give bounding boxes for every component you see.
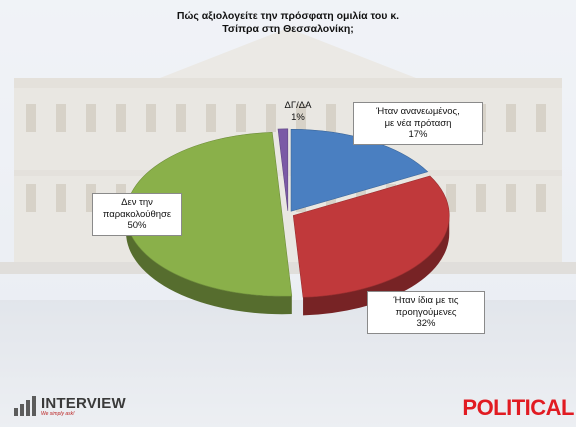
pie-slice-side-not-watched (126, 214, 292, 315)
slice-label-dk-na-value: 1% (291, 111, 305, 123)
slice-label-renewed-value: 17% (408, 129, 428, 140)
chart-title-line-2: Τσίπρα στη Θεσσαλονίκη; (222, 23, 354, 35)
chart-title: Πώς αξιολογείτε την πρόσφατη ομιλία του … (0, 10, 576, 36)
slice-label-same: Ήταν ίδια με τις προηγούμενες 32% (367, 291, 485, 334)
slice-label-same-line-2: προηγούμενες (395, 306, 457, 318)
interview-bars-icon (14, 396, 36, 416)
pie-slice-dk-na (277, 128, 289, 211)
slice-label-dk-na-line-1: ΔΓ/ΔΑ (284, 100, 312, 111)
slice-label-same-line-1: Ήταν ίδια με τις (393, 295, 459, 306)
slice-label-not-watched: Δεν την παρακολούθησε 50% (92, 193, 182, 236)
political-logo: POLITICAL (462, 395, 574, 420)
interview-logo-tagline: We simply ask! (41, 410, 75, 417)
slice-label-renewed-line-1: Ήταν ανανεωμένος, (376, 106, 460, 117)
slice-label-not-watched-line-2: παρακολούθησε (102, 208, 172, 220)
slice-label-renewed: Ήταν ανανεωμένος, με νέα πρόταση 17% (353, 102, 483, 145)
interview-logo: INTERVIEW We simply ask! (14, 393, 126, 419)
slice-label-same-value: 32% (416, 318, 436, 329)
slice-label-not-watched-line-1: Δεν την (121, 197, 153, 208)
chart-title-line-1: Πώς αξιολογείτε την πρόσφατη ομιλία του … (176, 10, 400, 22)
slice-label-renewed-line-2: με νέα πρόταση (384, 117, 452, 129)
pie-slice-same (292, 175, 450, 298)
slice-label-not-watched-value: 50% (127, 220, 147, 231)
slice-label-dk-na: ΔΓ/ΔΑ 1% (280, 100, 316, 123)
interview-logo-name: INTERVIEW (41, 394, 126, 412)
